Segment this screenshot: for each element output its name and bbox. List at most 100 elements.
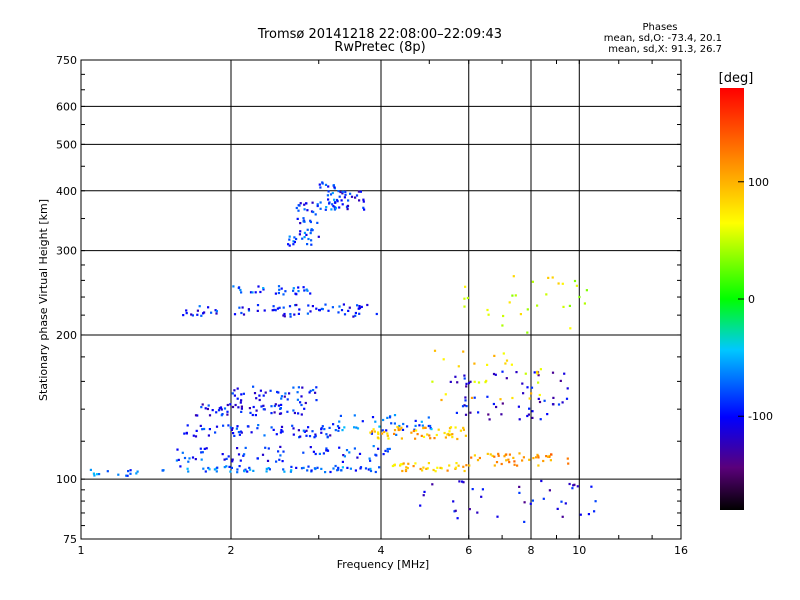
echo-point	[220, 408, 223, 411]
echo-point	[537, 456, 540, 459]
echo-point	[278, 458, 281, 461]
echo-point	[352, 315, 355, 318]
echo-point	[386, 450, 389, 453]
echo-point	[338, 426, 341, 429]
echo-point	[316, 203, 319, 206]
echo-point	[422, 427, 425, 430]
echo-point	[390, 422, 393, 425]
echo-point	[284, 392, 287, 395]
echo-point	[261, 453, 265, 456]
echo-point	[290, 465, 293, 468]
echo-point	[256, 427, 259, 430]
echo-point	[399, 428, 402, 431]
echo-point	[343, 196, 346, 199]
echo-point	[280, 287, 283, 290]
echo-point	[307, 465, 310, 468]
echo-point	[222, 424, 225, 427]
echo-point	[324, 471, 327, 474]
echo-point	[240, 410, 243, 413]
echo-point	[273, 411, 276, 414]
echo-point	[462, 465, 465, 468]
echo-point	[559, 379, 562, 382]
echo-point	[386, 434, 389, 437]
echo-point	[215, 411, 218, 414]
echo-point	[257, 285, 260, 288]
echo-point	[431, 483, 434, 486]
echo-point	[388, 447, 391, 450]
echo-point	[462, 426, 465, 429]
echo-point	[338, 206, 341, 209]
echo-point	[201, 403, 204, 406]
echo-point	[187, 470, 190, 473]
echo-point	[221, 453, 224, 456]
echo-point	[318, 452, 321, 455]
echo-point	[277, 291, 280, 295]
echo-point	[275, 433, 278, 436]
echo-point	[414, 437, 417, 440]
echo-point	[368, 457, 371, 460]
echo-point	[98, 473, 101, 476]
echo-point	[237, 453, 241, 456]
echo-point	[238, 306, 241, 309]
echo-point	[337, 466, 340, 469]
echo-point	[306, 228, 309, 231]
echo-point	[239, 459, 242, 462]
echo-point	[279, 412, 283, 415]
echo-point	[240, 407, 243, 410]
echo-point	[354, 314, 357, 317]
echo-point	[326, 449, 330, 452]
grid	[81, 60, 681, 539]
echo-point	[200, 406, 203, 409]
echo-point	[360, 305, 363, 308]
echo-point	[381, 429, 384, 432]
echo-point	[280, 397, 283, 400]
echo-point	[331, 191, 334, 195]
echo-point	[463, 377, 466, 380]
echo-point	[329, 193, 333, 196]
echo-point	[279, 431, 282, 434]
echo-point	[501, 324, 504, 327]
echo-point	[473, 380, 476, 383]
echo-point	[236, 471, 239, 474]
echo-point	[223, 466, 226, 469]
echo-point	[215, 312, 218, 315]
echo-point	[325, 447, 328, 450]
echo-point	[404, 468, 408, 472]
echo-point	[305, 202, 308, 205]
echo-point	[242, 313, 246, 316]
echo-point	[567, 462, 570, 465]
echo-point	[386, 432, 389, 435]
echo-point	[288, 305, 292, 308]
echo-point	[316, 221, 319, 224]
echo-point	[449, 380, 452, 383]
echo-point	[579, 513, 582, 516]
echo-point	[233, 389, 236, 392]
echo-point	[276, 307, 279, 310]
echo-point	[249, 291, 253, 294]
echo-point	[444, 436, 447, 439]
echo-point	[308, 391, 311, 394]
echo-point	[421, 424, 424, 427]
echo-point	[336, 425, 340, 428]
echo-point	[463, 404, 466, 407]
echo-point	[511, 396, 514, 400]
y-tick-label: 300	[56, 245, 77, 258]
echo-point	[309, 232, 312, 235]
echo-point	[376, 436, 379, 439]
echo-point	[545, 455, 548, 458]
echo-point	[278, 288, 281, 291]
echo-point	[480, 495, 483, 498]
echo-point	[533, 371, 536, 374]
echo-point	[537, 381, 540, 384]
echo-point	[436, 466, 439, 469]
echo-point	[248, 466, 251, 469]
phases-x-stats: mean, sd,X: 91.3, 26.7	[608, 44, 722, 55]
echo-point	[469, 380, 472, 383]
echo-point	[470, 456, 473, 459]
echo-point	[546, 455, 550, 458]
echo-point	[290, 469, 293, 472]
echo-point	[203, 447, 206, 450]
echo-point	[396, 425, 399, 429]
echo-point	[433, 437, 436, 440]
echo-point	[531, 416, 534, 419]
